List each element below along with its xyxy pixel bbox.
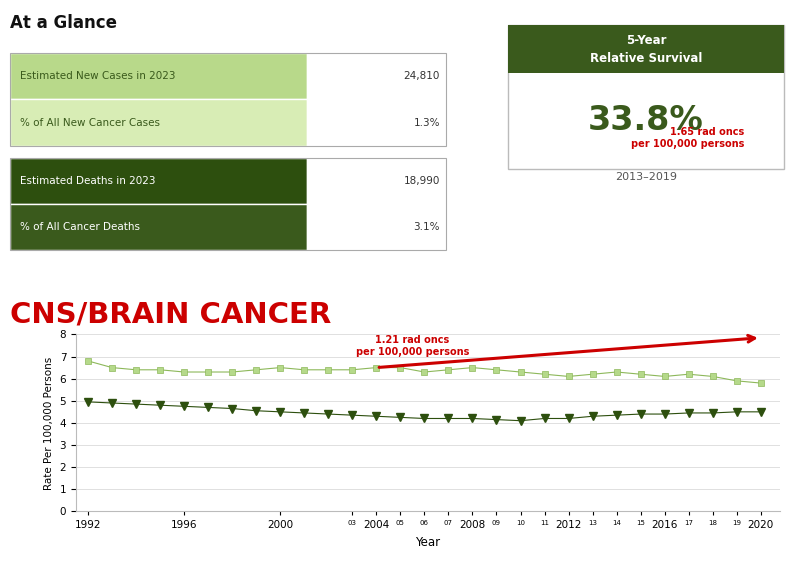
- Text: Estimated Deaths in 2023: Estimated Deaths in 2023: [20, 176, 155, 186]
- Text: 24,810: 24,810: [404, 71, 440, 81]
- Text: 18,990: 18,990: [404, 176, 440, 186]
- Text: At a Glance: At a Glance: [10, 14, 118, 32]
- Text: 1.3%: 1.3%: [414, 117, 440, 128]
- Text: 1.21 rad oncs
per 100,000 persons: 1.21 rad oncs per 100,000 persons: [356, 335, 469, 356]
- Text: CNS/BRAIN CANCER: CNS/BRAIN CANCER: [10, 301, 332, 329]
- Y-axis label: Rate Per 100,000 Persons: Rate Per 100,000 Persons: [44, 356, 54, 490]
- Text: 1.65 rad oncs
per 100,000 persons: 1.65 rad oncs per 100,000 persons: [630, 128, 744, 149]
- Text: 5-Year
Relative Survival: 5-Year Relative Survival: [590, 34, 702, 65]
- Text: % of All New Cancer Cases: % of All New Cancer Cases: [20, 117, 160, 128]
- X-axis label: Year: Year: [415, 536, 441, 549]
- Text: Estimated New Cases in 2023: Estimated New Cases in 2023: [20, 71, 175, 81]
- Text: 2013–2019: 2013–2019: [615, 172, 677, 182]
- Text: % of All Cancer Deaths: % of All Cancer Deaths: [20, 222, 140, 232]
- Text: 3.1%: 3.1%: [414, 222, 440, 232]
- Text: 33.8%: 33.8%: [588, 105, 704, 137]
